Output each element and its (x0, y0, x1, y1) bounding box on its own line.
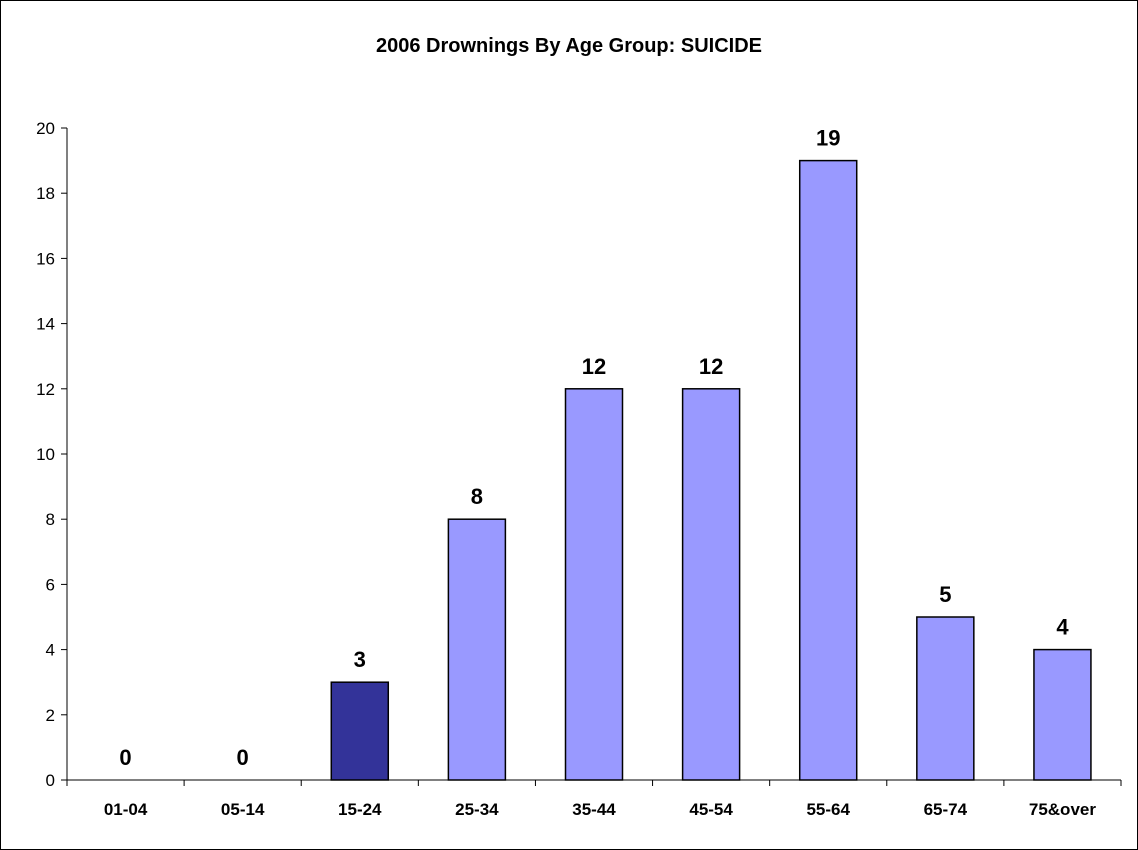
data-label: 12 (582, 354, 606, 379)
y-tick-label: 10 (36, 445, 55, 464)
bar-75&over (1033, 648, 1092, 781)
data-label: 12 (699, 354, 723, 379)
data-labels: 0 0 3 8 12 12 19 5 4 (119, 126, 1069, 770)
y-tick-label: 20 (36, 119, 55, 138)
data-label: 3 (354, 647, 366, 672)
x-category-label: 45-54 (689, 800, 733, 819)
y-tick-label: 6 (46, 575, 55, 594)
bar-55-64 (798, 159, 858, 781)
bar-25-34 (447, 518, 507, 781)
x-axis: 01-04 05-14 15-24 25-34 35-44 45-54 55-64 65-74… (66, 779, 1122, 819)
data-label: 4 (1056, 615, 1069, 640)
y-tick-label: 16 (36, 249, 55, 268)
bar-65-74 (916, 616, 975, 781)
y-tick-label: 12 (36, 380, 55, 399)
y-tick-label: 18 (36, 184, 55, 203)
data-label: 5 (939, 582, 951, 607)
data-label: 0 (237, 745, 249, 770)
x-category-label: 15-24 (338, 800, 382, 819)
x-category-label: 01-04 (104, 800, 148, 819)
x-category-label: 35-44 (572, 800, 616, 819)
x-category-label: 75&over (1029, 800, 1096, 819)
bar-45-54 (681, 388, 741, 781)
x-category-label: 65-74 (924, 800, 968, 819)
chart-title: 2006 Drownings By Age Group: SUICIDE (376, 35, 762, 57)
y-tick-label: 0 (46, 771, 55, 790)
y-axis: 0 2 4 6 8 10 12 14 16 18 20 (36, 119, 68, 790)
y-tick-label: 8 (46, 510, 55, 529)
y-tick-label: 2 (46, 706, 55, 725)
data-label: 8 (471, 484, 483, 509)
data-label: 19 (816, 126, 840, 151)
data-label: 0 (119, 745, 131, 770)
y-tick-label: 4 (46, 641, 55, 660)
x-category-label: 55-64 (806, 800, 850, 819)
x-category-label: 25-34 (455, 800, 499, 819)
x-category-label: 05-14 (221, 800, 265, 819)
y-tick-label: 14 (36, 315, 55, 334)
bar-15-24 (330, 681, 390, 781)
bars (330, 159, 1092, 781)
bar-35-44 (564, 388, 624, 781)
